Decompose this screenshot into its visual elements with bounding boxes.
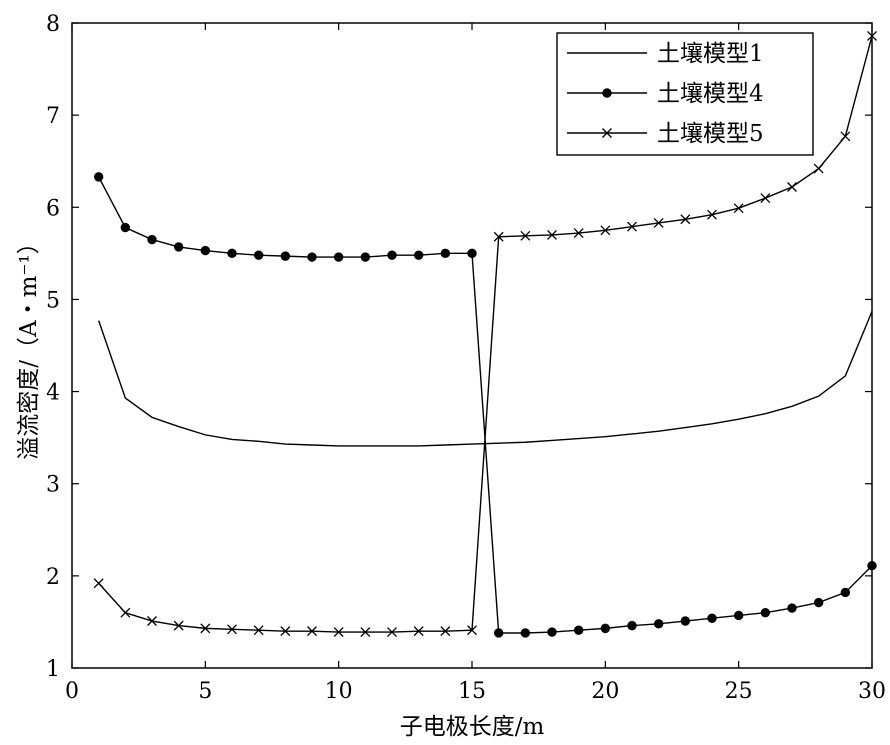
data-point: [120, 222, 131, 233]
data-point: [787, 182, 797, 192]
axis-ticks: 0 5 10 15 20 25 30 1 2 3 4 5 6 7 8: [46, 12, 886, 704]
data-point: [493, 628, 504, 638]
data-point: [280, 251, 291, 261]
data-point: [147, 616, 157, 626]
data-point: [333, 627, 344, 638]
data-point: [760, 193, 771, 204]
data-point: [547, 627, 557, 637]
data-point: [93, 578, 104, 589]
x-tick-label: 0: [65, 679, 79, 704]
data-point: [733, 610, 744, 621]
x-tick-label: 15: [458, 679, 486, 704]
data-point: [93, 172, 104, 182]
series-3: [93, 30, 877, 638]
data-point: [600, 225, 611, 236]
data-point: [360, 252, 371, 262]
data-point: [413, 250, 424, 260]
data-point: [680, 616, 691, 626]
series-2: [93, 172, 877, 638]
legend: 土壤模型1 土壤模型4 土壤模型5: [556, 32, 814, 156]
data-point: [600, 623, 611, 634]
legend-label: 土壤模型1: [657, 41, 764, 67]
x-tick-label: 20: [591, 679, 619, 704]
legend-item: 土壤模型4: [567, 81, 764, 107]
x-axis-title: 子电极长度/m: [400, 714, 545, 740]
data-point: [253, 250, 264, 260]
data-point: [280, 626, 291, 637]
y-tick-label: 7: [46, 104, 60, 129]
data-point: [413, 626, 424, 637]
x-tick-label: 5: [198, 679, 212, 704]
data-point: [573, 228, 584, 239]
series-line: [98, 176, 873, 634]
y-axis-title: 溢流密度/（A・m⁻¹）: [16, 231, 42, 460]
data-point: [440, 248, 451, 259]
data-point: [227, 624, 237, 635]
data-point: [813, 597, 824, 608]
data-point: [227, 248, 237, 259]
data-point: [360, 627, 371, 638]
data-point: [467, 625, 477, 636]
x-tick-label: 25: [725, 679, 753, 704]
data-point: [627, 221, 637, 232]
series-layer: [93, 30, 877, 638]
data-point: [680, 214, 691, 225]
data-point: [547, 229, 557, 240]
legend-item: 土壤模型5: [567, 121, 764, 147]
data-point: [760, 608, 771, 618]
data-point: [653, 619, 664, 629]
y-tick-label: 6: [46, 196, 60, 221]
data-point: [867, 561, 877, 571]
data-point: [707, 209, 717, 220]
y-tick-label: 8: [46, 12, 60, 37]
data-point: [253, 625, 264, 636]
data-point: [387, 250, 397, 260]
data-point: [307, 626, 317, 637]
data-point: [813, 163, 824, 174]
series-line: [98, 35, 873, 633]
data-point: [307, 252, 317, 262]
data-point: [333, 252, 344, 262]
data-point: [120, 607, 131, 618]
legend-label: 土壤模型4: [657, 81, 764, 107]
legend-marker: [602, 128, 612, 138]
data-point: [653, 217, 664, 228]
data-point: [173, 620, 184, 631]
data-point: [387, 627, 397, 638]
y-tick-label: 3: [46, 473, 60, 498]
legend-item: 土壤模型1: [567, 41, 764, 67]
data-point: [733, 203, 744, 214]
y-tick-label: 2: [46, 565, 60, 590]
data-point: [627, 620, 637, 631]
data-point: [200, 245, 211, 256]
y-tick-label: 4: [46, 381, 60, 406]
data-point: [520, 628, 531, 638]
data-point: [787, 603, 797, 613]
x-tick-label: 30: [858, 679, 886, 704]
data-point: [493, 231, 504, 242]
data-point: [840, 587, 851, 598]
data-point: [707, 613, 717, 623]
x-tick-label: 10: [325, 679, 353, 704]
data-point: [147, 234, 157, 245]
data-point: [173, 242, 184, 252]
y-tick-label: 1: [46, 657, 60, 682]
y-tick-label: 5: [46, 288, 60, 313]
data-point: [840, 131, 851, 142]
data-point: [200, 623, 211, 634]
legend-label: 土壤模型5: [657, 121, 764, 147]
data-point: [467, 248, 477, 259]
legend-marker: [602, 88, 612, 98]
data-point: [867, 30, 877, 41]
data-point: [573, 625, 584, 635]
data-point: [440, 626, 451, 637]
data-point: [520, 230, 531, 241]
